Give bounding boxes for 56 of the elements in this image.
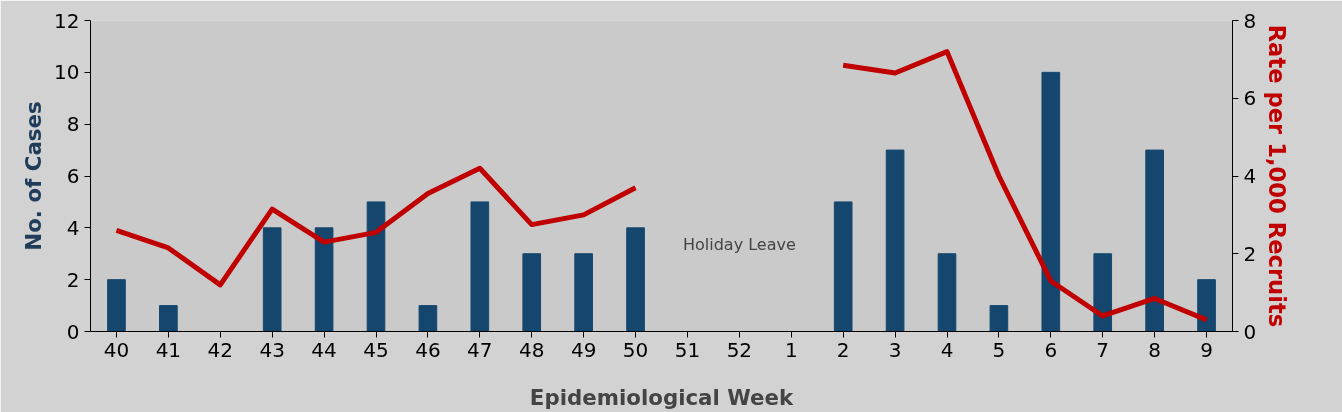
y2-tick-label: 0: [1243, 319, 1257, 344]
x-tick-label: 43: [259, 337, 285, 362]
x-axis-title: Epidemiological Week: [529, 384, 794, 410]
y2-tick-label: 6: [1243, 86, 1257, 111]
y2-tick-label: 4: [1243, 164, 1257, 188]
y-tick-label: 2: [66, 267, 80, 292]
bar: [418, 305, 438, 332]
bar: [314, 227, 334, 332]
y-tick-label: 4: [66, 215, 80, 240]
x-tick-label: 44: [311, 337, 337, 362]
bar: [262, 227, 282, 332]
bar: [626, 227, 645, 332]
x-tick-label: 7: [1096, 337, 1110, 362]
annotation: Holiday Leave: [682, 234, 796, 254]
bar: [574, 253, 593, 332]
x-tick-label: 47: [467, 337, 493, 362]
bar: [1093, 253, 1113, 332]
x-tick-label: 42: [207, 337, 233, 362]
y-tick-label: 6: [66, 164, 80, 188]
x-tick-label: 49: [570, 337, 597, 362]
x-tick-label: 48: [519, 337, 545, 362]
bar: [1041, 71, 1061, 332]
y-tick-label: 0: [66, 319, 80, 344]
x-tick-label: 5: [992, 337, 1006, 362]
bar: [885, 149, 905, 332]
x-tick-label: 2: [836, 337, 850, 362]
y-tick-label: 8: [66, 112, 80, 137]
bar: [989, 305, 1009, 332]
bar: [833, 201, 853, 332]
bar: [107, 279, 126, 332]
y2-axis-title: Rate per 1,000 Recruits: [1264, 24, 1291, 328]
y2-tick-label: 2: [1243, 241, 1257, 266]
x-tick-label: 45: [363, 337, 389, 362]
x-tick-label: 40: [103, 337, 130, 362]
x-tick-label: 52: [726, 337, 753, 362]
x-tick-label: 9: [1200, 337, 1213, 362]
bar: [159, 305, 178, 332]
x-tick-label: 46: [415, 337, 441, 362]
bar: [470, 201, 490, 332]
y2-tick-label: 8: [1243, 8, 1257, 33]
x-tick-label: 6: [1044, 337, 1058, 362]
bar: [937, 253, 957, 332]
x-tick-label: 4: [940, 337, 954, 362]
x-tick-label: 41: [155, 337, 182, 362]
bar: [366, 201, 386, 332]
y-axis-title: No. of Cases: [21, 101, 47, 251]
bar: [1197, 279, 1216, 332]
bar: [1145, 149, 1164, 332]
bar: [522, 253, 542, 332]
y-tick-label: 12: [54, 8, 80, 33]
x-tick-label: 1: [784, 337, 798, 362]
x-tick-label: 51: [674, 337, 701, 362]
x-tick-label: 50: [622, 337, 649, 362]
y-tick-label: 10: [54, 60, 80, 85]
x-tick-label: 3: [888, 337, 902, 362]
x-tick-label: 8: [1148, 337, 1162, 362]
